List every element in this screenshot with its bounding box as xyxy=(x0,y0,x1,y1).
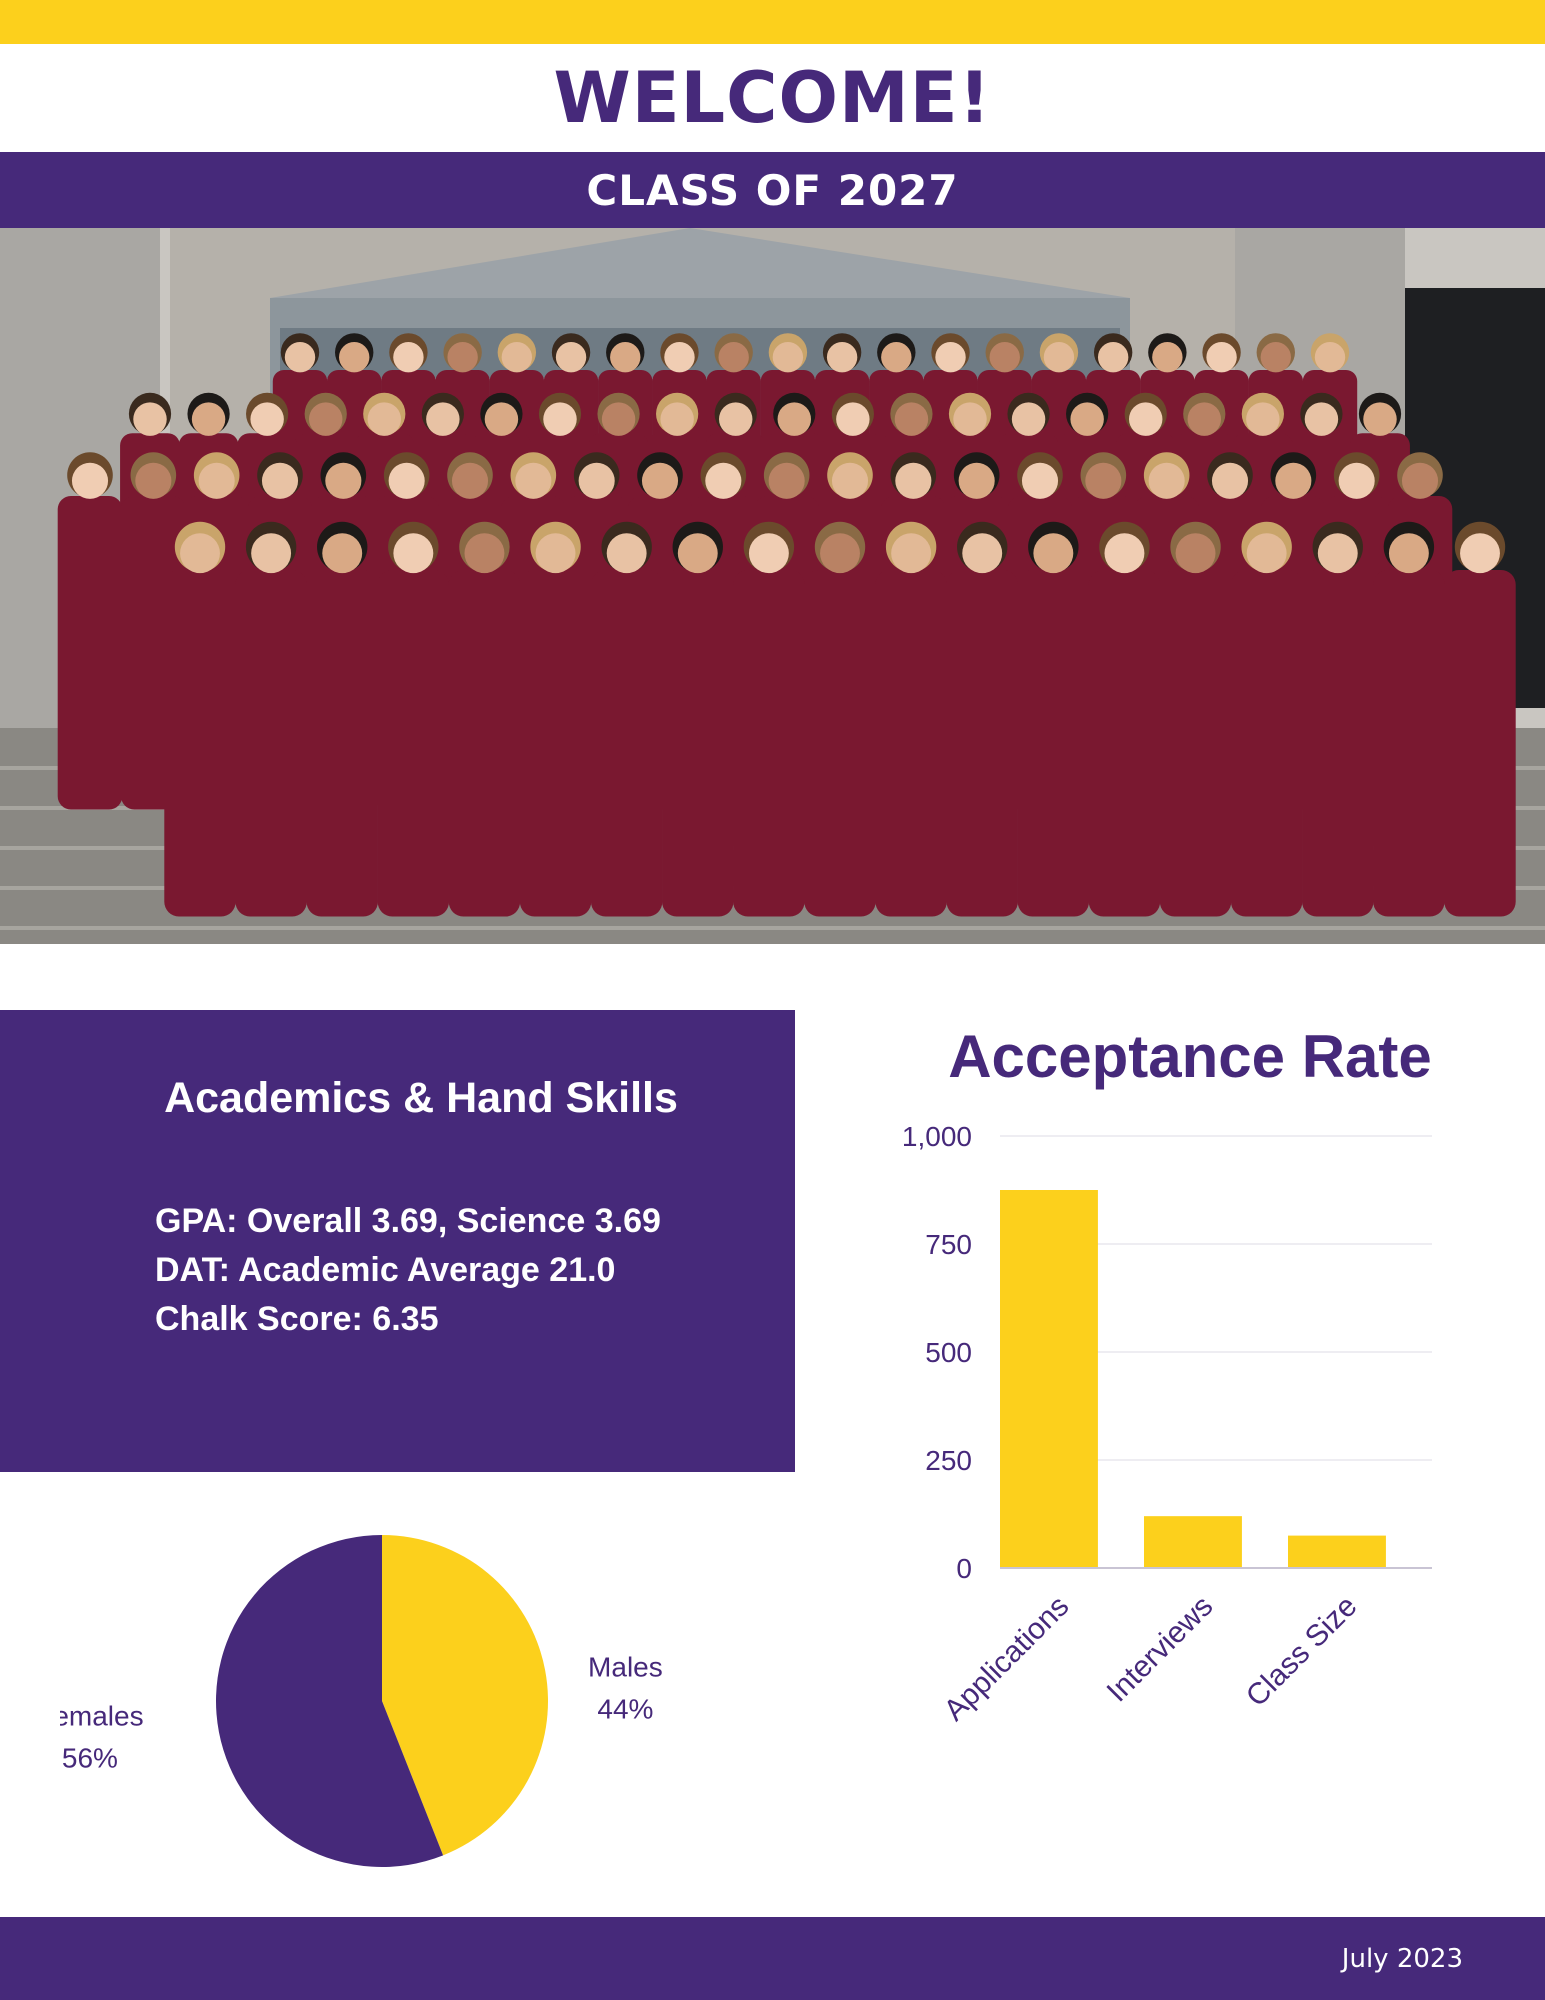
person-figure xyxy=(1302,521,1374,917)
pie-value-females: 56% xyxy=(62,1742,118,1773)
person-figure xyxy=(946,521,1018,917)
pie-label-males: Males xyxy=(588,1652,663,1683)
class-group-photo xyxy=(0,228,1545,944)
class-of-banner: CLASS OF 2027 xyxy=(0,152,1545,228)
academics-panel: Academics & Hand Skills GPA: Overall 3.6… xyxy=(0,1010,795,1472)
x-tick-label: Interviews xyxy=(1101,1590,1220,1709)
top-accent-bar xyxy=(0,0,1545,44)
person-figure xyxy=(875,521,947,917)
pie-slice-males xyxy=(382,1535,548,1856)
gender-pie-chart: Males 44% Females 56% xyxy=(60,1535,663,1867)
person-figure xyxy=(448,521,521,917)
person-figure xyxy=(306,521,378,917)
footer-bar: July 2023 xyxy=(0,1917,1545,2000)
x-tick-label: Class Size xyxy=(1240,1590,1364,1714)
academics-stats: GPA: Overall 3.69, Science 3.69 DAT: Aca… xyxy=(155,1197,661,1344)
person-figure xyxy=(1373,521,1445,917)
person-figure xyxy=(662,521,734,917)
person-figure xyxy=(519,521,592,917)
person-figure xyxy=(377,521,450,917)
person-figure xyxy=(1017,521,1090,917)
person-figure xyxy=(164,521,236,917)
person-figure xyxy=(57,452,123,810)
y-tick-label: 0 xyxy=(956,1553,972,1584)
person-figure xyxy=(235,521,307,917)
bar-chart-title: Acceptance Rate xyxy=(948,1023,1432,1090)
person-figure xyxy=(1230,521,1303,917)
pie-value-males: 44% xyxy=(597,1694,653,1725)
academics-title: Academics & Hand Skills xyxy=(164,1074,678,1122)
bar-applications xyxy=(1000,1190,1098,1568)
person-figure xyxy=(733,521,805,917)
welcome-heading: WELCOME! xyxy=(553,57,992,139)
y-tick-label: 250 xyxy=(925,1445,972,1476)
person-figure xyxy=(590,521,663,917)
person-figure xyxy=(804,521,876,917)
person-figure xyxy=(1444,521,1516,917)
person-figure xyxy=(1159,521,1232,917)
dat-line: DAT: Academic Average 21.0 xyxy=(155,1251,616,1289)
x-tick-label: Applications xyxy=(938,1590,1076,1728)
y-tick-label: 500 xyxy=(925,1337,972,1368)
group-photo-illustration xyxy=(0,228,1545,944)
pie-label-females: Females xyxy=(60,1700,144,1731)
bar-interviews xyxy=(1144,1516,1242,1568)
y-tick-label: 750 xyxy=(925,1229,972,1260)
footer-date: July 2023 xyxy=(1341,1944,1463,1974)
acceptance-rate-bar-chart: 0 250 500 750 1,000 Applications Interviews Cla… xyxy=(902,1121,1432,1728)
y-tick-label: 1,000 xyxy=(902,1121,972,1152)
gpa-line: GPA: Overall 3.69, Science 3.69 xyxy=(155,1202,661,1240)
bar-class-size xyxy=(1288,1535,1386,1568)
pie-slice-females xyxy=(215,1535,444,1867)
person-figure xyxy=(1088,521,1161,917)
chalk-score-line: Chalk Score: 6.35 xyxy=(155,1300,439,1338)
